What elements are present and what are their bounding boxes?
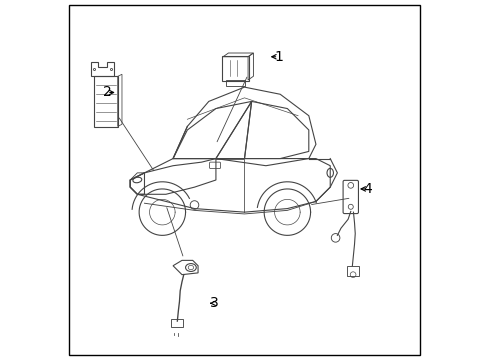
Text: 3: 3	[209, 296, 218, 310]
Text: 4: 4	[363, 182, 371, 196]
Text: 1: 1	[273, 50, 282, 64]
Text: 2: 2	[102, 85, 111, 99]
